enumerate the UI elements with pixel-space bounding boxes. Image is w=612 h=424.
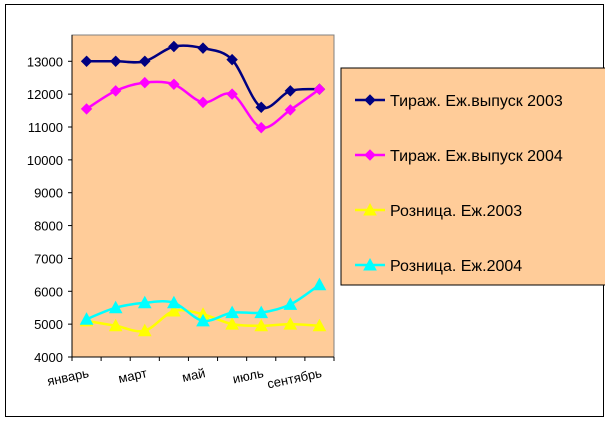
data-point: [79, 312, 94, 325]
legend-label: Розница. Еж.2003: [390, 203, 522, 220]
data-point: [312, 318, 327, 332]
data-point: [284, 85, 297, 97]
line-chart: 4000 5000 6000 7000 8000 9000 10000 11000 12000 1…: [27, 34, 605, 391]
legend: [340, 67, 605, 286]
data-point: [225, 317, 239, 330]
y-tick-label: 6000: [34, 284, 63, 299]
x-tick-label: январь: [46, 365, 91, 388]
series-2: [80, 76, 326, 134]
legend-marker: [363, 202, 377, 216]
legend-marker: [364, 149, 376, 161]
data-point: [312, 277, 327, 291]
data-point: [283, 317, 298, 330]
data-point: [80, 103, 93, 115]
y-tick-label: 12000: [27, 87, 63, 102]
data-point: [226, 88, 238, 100]
series-1: [80, 40, 326, 113]
y-tick-label: 9000: [34, 186, 63, 201]
data-point: [80, 55, 93, 67]
legend-marker: [364, 94, 376, 106]
data-point: [168, 78, 180, 90]
series-4: [79, 277, 327, 327]
data-point: [254, 305, 269, 319]
x-tick-label: сентябрь: [266, 365, 323, 391]
legend-entries: Тираж. Еж.выпуск 2003 Тираж. Еж.выпуск 20…: [355, 93, 563, 275]
data-point: [167, 303, 181, 317]
data-point: [139, 55, 151, 67]
y-tick-label: 4000: [34, 350, 63, 365]
y-tick-label: 10000: [27, 153, 63, 168]
data-point: [197, 96, 209, 109]
x-tick-label: май: [181, 365, 207, 385]
series-layer: [79, 40, 327, 337]
legend-label: Тираж. Еж.выпуск 2003: [390, 93, 563, 110]
data-point: [284, 104, 297, 116]
legend-label: Розница. Еж.2004: [390, 258, 522, 275]
data-point: [109, 85, 122, 97]
legend-marker: [363, 257, 377, 271]
axes: 4000 5000 6000 7000 8000 9000 10000 11000 12000 1…: [27, 35, 335, 391]
data-point: [197, 42, 209, 54]
data-point: [139, 76, 151, 89]
data-point: [168, 40, 180, 53]
data-point: [255, 121, 267, 134]
data-point: [254, 318, 269, 332]
data-point: [167, 295, 181, 309]
data-point: [109, 55, 122, 67]
data-point: [137, 295, 152, 309]
legend-item: Розница. Еж.2003: [355, 202, 522, 220]
data-point: [255, 101, 267, 113]
y-tick-label: 11000: [28, 120, 63, 135]
data-point: [225, 305, 239, 319]
data-point: [313, 83, 326, 95]
legend-item: Тираж. Еж.выпуск 2004: [355, 148, 563, 165]
legend-item: Тираж. Еж.выпуск 2003: [355, 93, 563, 110]
y-tick-label: 7000: [34, 251, 63, 266]
data-point: [108, 318, 123, 332]
y-tick-label: 13000: [27, 54, 63, 69]
y-tick-label: 8000: [34, 219, 63, 234]
data-point: [283, 297, 298, 310]
data-point: [226, 53, 238, 66]
x-tick-label: июль: [231, 365, 265, 386]
data-point: [196, 313, 210, 327]
legend-label: Тираж. Еж.выпуск 2004: [390, 148, 563, 165]
data-point: [108, 300, 123, 314]
data-point: [137, 323, 152, 337]
y-tick-label: 5000: [34, 317, 63, 332]
legend-item: Розница. Еж.2004: [355, 257, 522, 275]
x-tick-label: март: [117, 365, 149, 386]
chart-frame: 4000 5000 6000 7000 8000 9000 10000 11000 12000 1…: [5, 4, 605, 417]
